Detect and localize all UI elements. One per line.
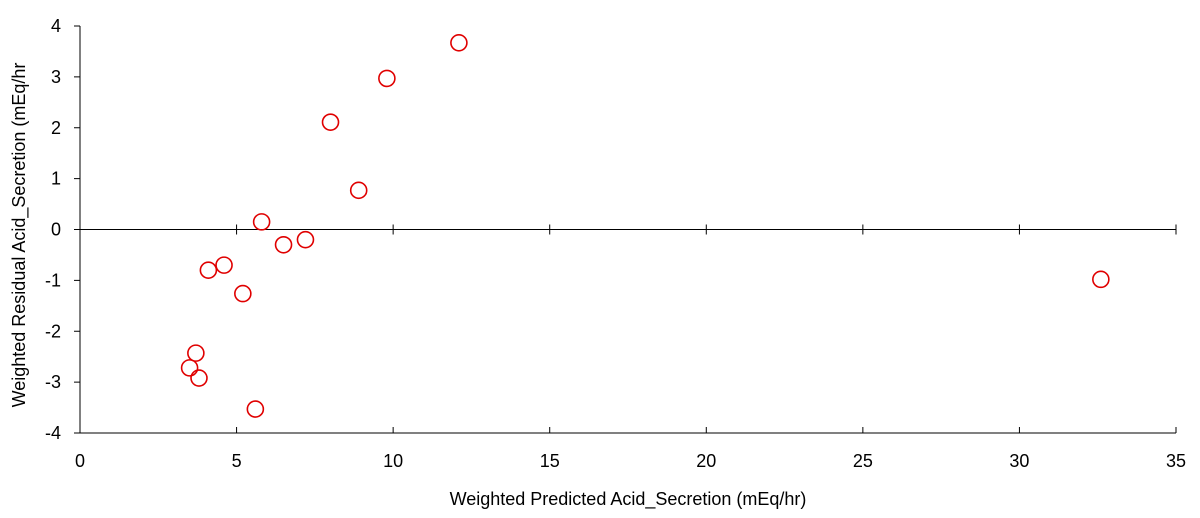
x-tick-label: 10 [383, 451, 403, 471]
y-tick-label: -3 [45, 372, 61, 392]
y-tick-label: 0 [51, 220, 61, 240]
y-tick-label: 4 [51, 16, 61, 36]
data-point [215, 256, 233, 274]
x-tick-label: 25 [853, 451, 873, 471]
data-points [180, 33, 1110, 418]
x-tick-label: 15 [540, 451, 560, 471]
x-tick-label: 0 [75, 451, 85, 471]
data-point [321, 113, 340, 131]
data-point [252, 213, 271, 231]
data-point [190, 369, 208, 387]
data-point [246, 400, 265, 418]
y-tick-label: -2 [45, 321, 61, 341]
data-point [180, 359, 199, 377]
y-axis-title: Weighted Residual Acid_Secretion (mEq/hr [9, 63, 30, 408]
y-tick-label: 1 [51, 169, 61, 189]
data-point [296, 230, 315, 249]
y-tick-label: -4 [45, 423, 61, 443]
x-tick-label: 20 [696, 451, 716, 471]
x-tick-label: 30 [1009, 451, 1029, 471]
y-tick-label: 2 [51, 118, 61, 138]
data-point [187, 344, 205, 362]
data-point [349, 181, 368, 200]
data-point [234, 284, 252, 303]
data-point [450, 33, 468, 52]
y-tick-label: -1 [45, 270, 61, 290]
x-axis-title: Weighted Predicted Acid_Secretion (mEq/h… [450, 489, 807, 510]
data-point [378, 69, 396, 88]
data-point [274, 235, 293, 254]
data-point [199, 261, 218, 280]
x-tick-label: 5 [232, 451, 242, 471]
data-point [1092, 270, 1110, 289]
axes [79, 26, 1176, 434]
y-tick-label: 3 [51, 67, 61, 87]
tick-labels: 0 5 10 15 20 25 30 35 -4 -3 -2 -1 0 1 2 3 4 [45, 16, 1186, 471]
ticks [74, 25, 1177, 434]
x-tick-label: 35 [1166, 451, 1186, 471]
